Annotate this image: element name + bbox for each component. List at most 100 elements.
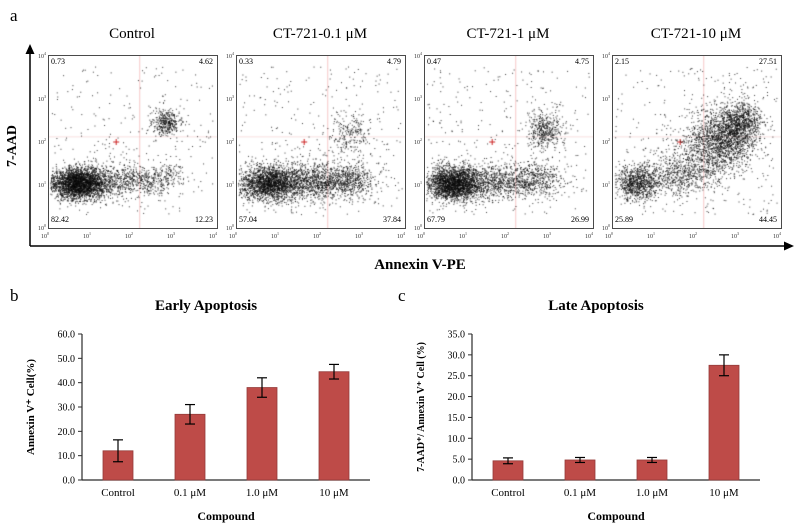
quadrant-ul: 0.73 [51, 57, 65, 66]
category-label: 10 μM [319, 487, 349, 499]
x-tick-label: 104 [773, 231, 781, 240]
flow-y-axis-label: 7-AAD [5, 125, 20, 167]
quadrant-lr: 44.45 [759, 215, 777, 224]
late-apoptosis-chart: Late Apoptosis 0.0 5.0 10.0 15.0 20.0 25.0 30.… [406, 298, 786, 532]
flow-plot-1: 0.73 4.62 82.42 12.23 100 100 101 101 102 102 103 1… [38, 51, 218, 240]
x-tick-label: 100 [605, 231, 613, 240]
category-label: 0.1 μM [174, 487, 206, 499]
quadrant-ul: 0.47 [427, 57, 441, 66]
panel-c-label: c [398, 286, 406, 305]
y-tick-label: 25.0 [448, 371, 466, 382]
y-tick-label: 101 [38, 180, 46, 189]
x-tick-label: 101 [83, 231, 91, 240]
x-tick-label: 102 [125, 231, 133, 240]
flow-dot-plot-canvas [236, 55, 406, 229]
quadrant-ur: 4.62 [199, 57, 213, 66]
x-tick-label: 100 [417, 231, 425, 240]
panel-a-label: a [10, 6, 18, 25]
category-label: 1.0 μM [636, 487, 668, 499]
y-axis-title: Annexin V⁺ Cell(%) [25, 359, 37, 455]
x-tick-label: 103 [543, 231, 551, 240]
flow-x-axis-label: Annexin V-PE [374, 257, 466, 273]
y-tick-label: 10.0 [448, 434, 466, 445]
y-tick-label: 30.0 [448, 350, 466, 361]
category-label: 0.1 μM [564, 487, 596, 499]
x-tick-label: 101 [647, 231, 655, 240]
y-tick-label: 101 [414, 180, 422, 189]
y-tick-label: 101 [226, 180, 234, 189]
x-tick-label: 101 [271, 231, 279, 240]
quadrant-lr: 37.84 [383, 215, 401, 224]
quadrant-ll: 82.42 [51, 215, 69, 224]
y-tick-label: 102 [414, 137, 422, 146]
x-axis-title: Compound [587, 509, 645, 523]
x-tick-label: 103 [167, 231, 175, 240]
quadrant-ur: 27.51 [759, 57, 777, 66]
y-tick-label: 102 [38, 137, 46, 146]
panel-b-label: b [10, 286, 19, 305]
x-tick-label: 100 [41, 231, 49, 240]
category-label: Control [101, 487, 135, 499]
x-tick-label: 102 [689, 231, 697, 240]
bar-chart-svg-b: 0.0 10.0 20.0 30.0 40.0 50.0 60.0 Control 0.1 μM… [25, 330, 370, 523]
quadrant-lr: 26.99 [571, 215, 589, 224]
quadrant-ll: 67.79 [427, 215, 445, 224]
y-tick-label: 100 [38, 223, 46, 232]
x-axis-title: Compound [197, 509, 255, 523]
category-label: Control [491, 487, 525, 499]
flow-plot-title: CT-721-1 μM [466, 26, 550, 42]
x-tick-label: 104 [585, 231, 593, 240]
flow-dot-plot-canvas [612, 55, 782, 229]
y-tick-label: 103 [38, 94, 46, 103]
quadrant-ur: 4.75 [575, 57, 589, 66]
y-tick-label: 15.0 [448, 413, 466, 424]
x-axis-arrowhead-icon [784, 241, 794, 251]
y-tick-label: 0.0 [453, 476, 466, 487]
x-tick-label: 103 [355, 231, 363, 240]
y-tick-label: 30.0 [58, 403, 76, 414]
y-tick-label: 20.0 [448, 392, 466, 403]
y-tick-label: 5.0 [453, 455, 466, 466]
flow-dot-plot-canvas [424, 55, 594, 229]
y-tick-label: 10.0 [58, 451, 76, 462]
y-tick-label: 103 [226, 94, 234, 103]
y-tick-label: 50.0 [58, 354, 76, 365]
quadrant-ur: 4.79 [387, 57, 401, 66]
bar-1.0 μM [246, 387, 278, 481]
quadrant-ll: 57.04 [239, 215, 257, 224]
y-tick-label: 104 [414, 51, 422, 60]
category-label: 1.0 μM [246, 487, 278, 499]
y-tick-label: 104 [602, 51, 610, 60]
y-tick-label: 104 [226, 51, 234, 60]
y-tick-label: 104 [38, 51, 46, 60]
flow-plot-2: 0.33 4.79 57.04 37.84 100 100 101 101 102 102 103 1… [226, 51, 406, 240]
x-tick-label: 104 [209, 231, 217, 240]
x-tick-label: 104 [397, 231, 405, 240]
y-tick-label: 35.0 [448, 330, 466, 341]
y-tick-label: 102 [226, 137, 234, 146]
flow-plot-4: 2.15 27.51 25.89 44.45 100 100 101 101 102 102 103… [602, 51, 782, 240]
flow-plot-title: CT-721-0.1 μM [272, 26, 368, 42]
y-tick-label: 100 [226, 223, 234, 232]
chart-c-plot: 0.0 5.0 10.0 15.0 20.0 25.0 30.0 35.0 Control 0.1… [406, 320, 786, 532]
y-tick-label: 100 [414, 223, 422, 232]
bar-0.1 μM [174, 413, 206, 481]
flow-plot-title: Control [109, 26, 155, 42]
bar-10 μM [708, 364, 740, 481]
quadrant-ul: 0.33 [239, 57, 253, 66]
y-tick-label: 20.0 [58, 427, 76, 438]
chart-b-plot: 0.0 10.0 20.0 30.0 40.0 50.0 60.0 Control 0.1 μM… [16, 320, 396, 532]
flow-plot-3: 0.47 4.75 67.79 26.99 100 100 101 101 102 102 103 1… [414, 51, 594, 240]
x-tick-label: 100 [229, 231, 237, 240]
x-tick-label: 102 [501, 231, 509, 240]
y-tick-label: 102 [602, 137, 610, 146]
quadrant-lr: 12.23 [195, 215, 213, 224]
flow-dot-plot-canvas [48, 55, 218, 229]
x-tick-label: 102 [313, 231, 321, 240]
quadrant-ll: 25.89 [615, 215, 633, 224]
flow-plot-title: CT-721-10 μM [650, 26, 742, 42]
y-tick-label: 100 [602, 223, 610, 232]
quadrant-ul: 2.15 [615, 57, 629, 66]
y-tick-label: 60.0 [58, 330, 76, 341]
